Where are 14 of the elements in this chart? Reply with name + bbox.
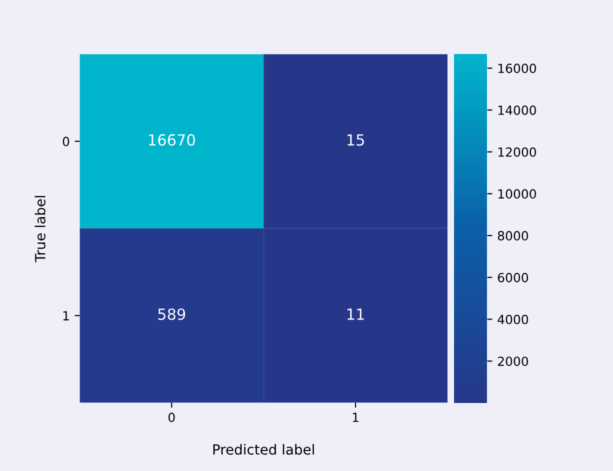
color-bar-label: 4000 — [498, 314, 528, 324]
color-bar-label: 2000 — [498, 356, 528, 366]
color-bar-label: 14000 — [498, 106, 536, 115]
color-bar-label: 12000 — [498, 147, 536, 157]
color-bar-label: 8000 — [498, 231, 528, 240]
color-bar-label: 6000 — [498, 272, 528, 282]
data-label: 15 — [348, 134, 364, 146]
data-label: 16670 — [149, 134, 195, 146]
color-bar-label: 10000 — [498, 189, 536, 199]
x-axis-title: Predicted label — [213, 444, 314, 455]
data-label: 589 — [158, 308, 186, 320]
y-axis-title: True label — [34, 196, 46, 262]
data-label: 11 — [348, 308, 364, 320]
color-bar-label: 16000 — [498, 64, 536, 74]
